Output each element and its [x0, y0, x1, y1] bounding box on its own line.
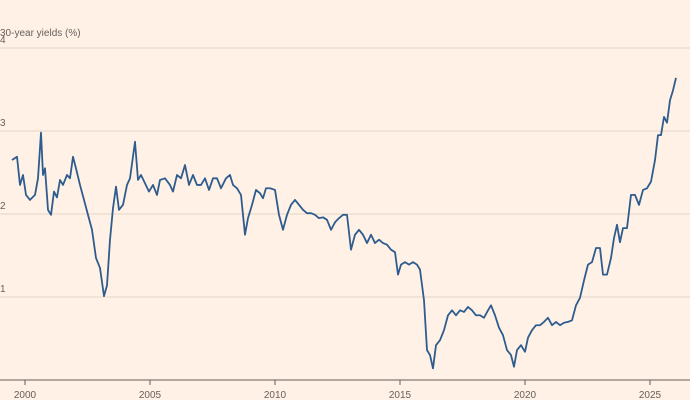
y-tick-label: 1: [0, 284, 6, 295]
x-tick-label: 2025: [639, 390, 662, 400]
x-tick-label: 2000: [14, 390, 37, 400]
x-tick-label: 2020: [514, 390, 537, 400]
line: [11, 77, 677, 370]
x-tick-label: 2015: [389, 390, 412, 400]
y-tick-label: 2: [0, 201, 6, 212]
x-tick-label: 2005: [139, 390, 162, 400]
y-tick-label: 3: [0, 118, 6, 129]
chart-title: 30-year yields (%): [0, 28, 81, 39]
y-tick-label: 4: [0, 35, 6, 46]
x-tick-label: 2010: [264, 390, 287, 400]
